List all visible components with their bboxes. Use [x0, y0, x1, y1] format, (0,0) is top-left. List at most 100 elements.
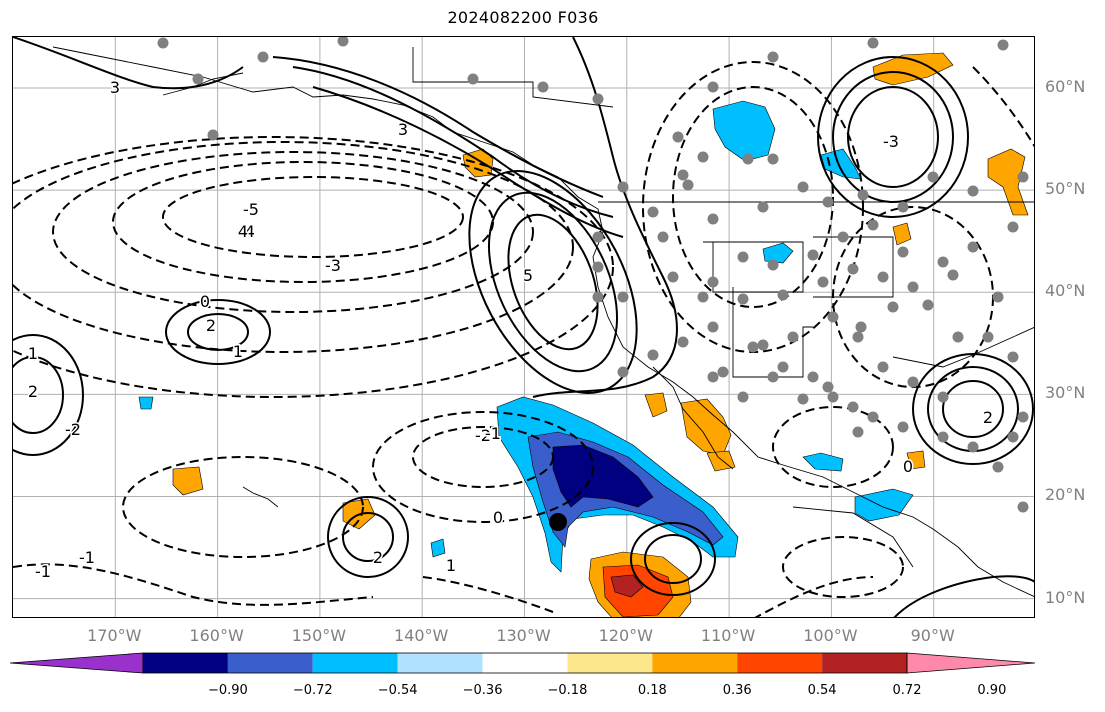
station-marker: [757, 339, 769, 351]
lat-tick-label: 20°N: [1045, 485, 1086, 505]
station-marker: [592, 231, 604, 243]
negative-anomaly-core: [552, 444, 654, 508]
station-marker: [877, 271, 889, 283]
station-marker: [907, 281, 919, 293]
station-marker: [707, 81, 719, 93]
station-marker: [887, 301, 899, 313]
colorbar-swatch: [822, 653, 907, 673]
contour-label: 0: [200, 292, 210, 311]
station-marker: [207, 129, 219, 141]
lat-tick-label: 40°N: [1045, 281, 1086, 301]
station-marker: [847, 263, 859, 275]
station-marker: [807, 371, 819, 383]
station-marker: [592, 291, 604, 303]
colorbar-tick-label: 0.18: [637, 683, 667, 698]
station-marker: [907, 376, 919, 388]
station-marker: [827, 391, 839, 403]
station-marker: [855, 321, 867, 333]
station-marker: [817, 276, 829, 288]
contour-label: 4: [238, 222, 248, 241]
station-marker: [747, 341, 759, 353]
lon-tick-label: 160°W: [189, 626, 244, 645]
station-marker: [777, 289, 789, 301]
contour-label: -3: [325, 256, 341, 275]
lat-tick-label: 60°N: [1045, 77, 1086, 97]
station-marker: [537, 81, 549, 93]
lon-tick-label: 90°W: [910, 626, 955, 645]
colorbar-swatch: [652, 653, 738, 673]
station-marker: [707, 213, 719, 225]
station-marker: [867, 219, 879, 231]
lon-tick-label: 130°W: [496, 626, 551, 645]
contour-label: -3: [883, 132, 899, 151]
station-marker: [967, 185, 979, 197]
colorbar-swatch: [143, 653, 228, 673]
colorbar-tick-label: 0.72: [892, 683, 922, 698]
contour-label: 2: [206, 316, 216, 335]
contour-label: -5: [243, 200, 259, 219]
positive-contours: [13, 37, 1034, 617]
contour-label: 2: [983, 408, 993, 427]
contour-label: -1: [35, 562, 51, 581]
station-marker: [947, 269, 959, 281]
station-marker: [927, 171, 939, 183]
colorbar-swatch: [567, 653, 653, 673]
contour-label: -2: [65, 420, 81, 439]
contour-label: 3: [110, 78, 120, 97]
station-marker: [767, 153, 779, 165]
contour-label: 2: [373, 548, 383, 567]
station-marker: [742, 153, 754, 165]
station-marker: [1007, 351, 1019, 363]
station-marker: [617, 291, 629, 303]
station-marker: [807, 249, 819, 261]
contour-label: 0: [493, 508, 503, 527]
station-marker: [157, 37, 169, 49]
station-marker: [822, 381, 834, 393]
station-marker: [707, 321, 719, 333]
station-marker: [647, 206, 659, 218]
station-marker: [1007, 431, 1019, 443]
station-marker: [837, 231, 849, 243]
station-marker: [697, 291, 709, 303]
station-marker: [992, 291, 1004, 303]
lon-tick-label: 110°W: [700, 626, 756, 645]
station-marker: [827, 311, 839, 323]
station-marker: [707, 371, 719, 383]
station-marker: [1017, 501, 1029, 513]
station-marker: [937, 431, 949, 443]
station-marker: [937, 391, 949, 403]
station-marker: [767, 371, 779, 383]
station-marker: [1017, 171, 1029, 183]
station-marker: [1007, 221, 1019, 233]
colorbar-tick-label: −0.72: [292, 683, 333, 698]
station-marker: [997, 39, 1009, 51]
colorbar-tick-label: 0.36: [722, 683, 752, 698]
station-marker: [737, 251, 749, 263]
station-marker: [257, 51, 269, 63]
station-marker: [797, 393, 809, 405]
colorbar-tick-label: 0.54: [807, 683, 837, 698]
highlight-marker: [549, 513, 567, 531]
station-marker: [592, 261, 604, 273]
station-marker: [647, 349, 659, 361]
station-marker: [657, 231, 669, 243]
positive-anomaly-peak: [610, 574, 644, 598]
station-marker: [922, 299, 934, 311]
station-marker: [1017, 411, 1029, 423]
station-marker: [737, 293, 749, 305]
station-marker: [982, 331, 994, 343]
station-marker: [767, 259, 779, 271]
lon-tick-label: 170°W: [87, 626, 142, 645]
station-marker: [797, 181, 809, 193]
station-marker: [672, 131, 684, 143]
lat-tick-label: 10°N: [1045, 587, 1086, 607]
station-marker: [847, 401, 859, 413]
station-markers: [157, 37, 1029, 513]
station-marker: [757, 201, 769, 213]
station-marker: [897, 246, 909, 258]
lon-tick-label: 100°W: [803, 626, 858, 645]
contour-label: 1: [28, 344, 38, 363]
station-marker: [737, 391, 749, 403]
